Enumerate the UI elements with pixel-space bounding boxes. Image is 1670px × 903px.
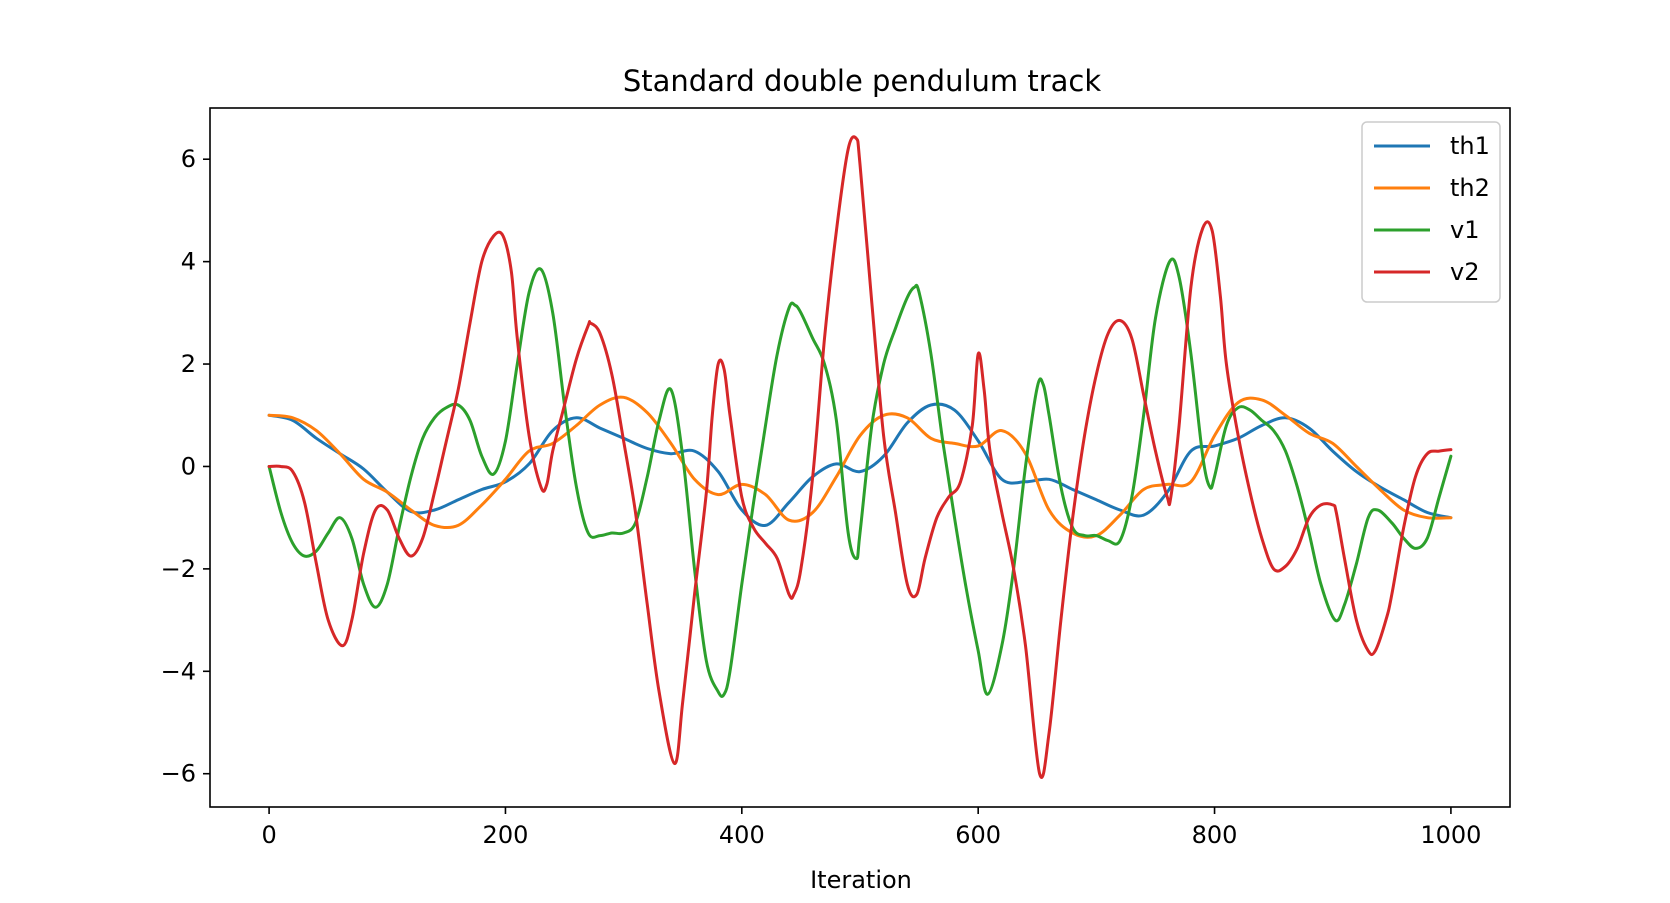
y-tick-label: 0	[181, 452, 196, 480]
x-tick-label: 600	[955, 821, 1001, 849]
series-line-th1	[267, 402, 1453, 527]
x-tick-label: 200	[483, 821, 529, 849]
y-tick-label: −6	[161, 760, 196, 788]
x-tick-label: 400	[719, 821, 765, 849]
x-axis: 0 200 400 600 800 1000	[261, 807, 1481, 849]
chart-title: Standard double pendulum track	[623, 64, 1102, 98]
legend-label-th2: th2	[1450, 174, 1490, 202]
y-tick-label: 4	[181, 248, 196, 276]
series-line-th2	[267, 395, 1453, 539]
y-tick-label: −2	[161, 555, 196, 583]
x-axis-title: Iteration	[810, 866, 912, 894]
y-tick-label: −4	[161, 657, 196, 685]
plot-lines	[267, 135, 1453, 779]
y-tick-label: 6	[181, 145, 196, 173]
y-axis: −6 −4 −2 0 2 4 6	[161, 145, 210, 788]
legend-label-th1: th1	[1450, 132, 1490, 160]
x-tick-label: 800	[1192, 821, 1238, 849]
x-tick-label: 1000	[1420, 821, 1481, 849]
series-line-v2	[267, 135, 1453, 779]
x-tick-label: 0	[261, 821, 276, 849]
plot-frame	[209, 107, 1511, 808]
legend-box	[1361, 121, 1501, 303]
y-tick-label: 2	[181, 350, 196, 378]
legend: th1 th2 v1 v2	[1361, 121, 1501, 303]
legend-label-v1: v1	[1450, 216, 1479, 244]
legend-label-v2: v2	[1450, 258, 1479, 286]
